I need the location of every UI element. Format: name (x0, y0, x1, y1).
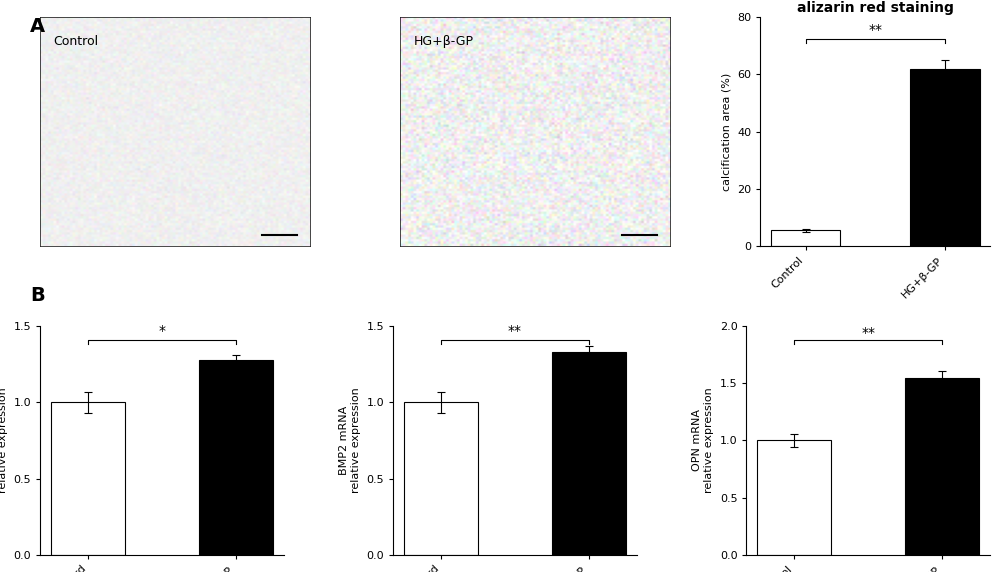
Bar (552, 352, 626, 555)
Bar (757, 440, 831, 555)
Text: **: ** (508, 324, 522, 338)
Text: **: ** (868, 23, 882, 37)
Y-axis label: calcification area (%): calcification area (%) (722, 73, 732, 190)
Text: **: ** (861, 326, 875, 340)
Bar (905, 378, 979, 555)
Title: alizarin red staining: alizarin red staining (797, 1, 954, 15)
Bar (51, 402, 125, 555)
Text: A: A (30, 17, 45, 36)
Bar (771, 230, 840, 246)
Text: HG+β-GP: HG+β-GP (414, 35, 474, 49)
Text: Control: Control (54, 35, 99, 49)
Bar (199, 360, 273, 555)
Bar (404, 402, 478, 555)
Y-axis label: OPN mRNA
relative expression: OPN mRNA relative expression (692, 388, 714, 493)
Y-axis label: RUNX2 mRNA
relative expression: RUNX2 mRNA relative expression (0, 388, 8, 493)
Text: *: * (158, 324, 165, 338)
Bar (910, 69, 980, 246)
Text: B: B (30, 286, 45, 305)
Y-axis label: BMP2 mRNA
relative expression: BMP2 mRNA relative expression (339, 388, 361, 493)
